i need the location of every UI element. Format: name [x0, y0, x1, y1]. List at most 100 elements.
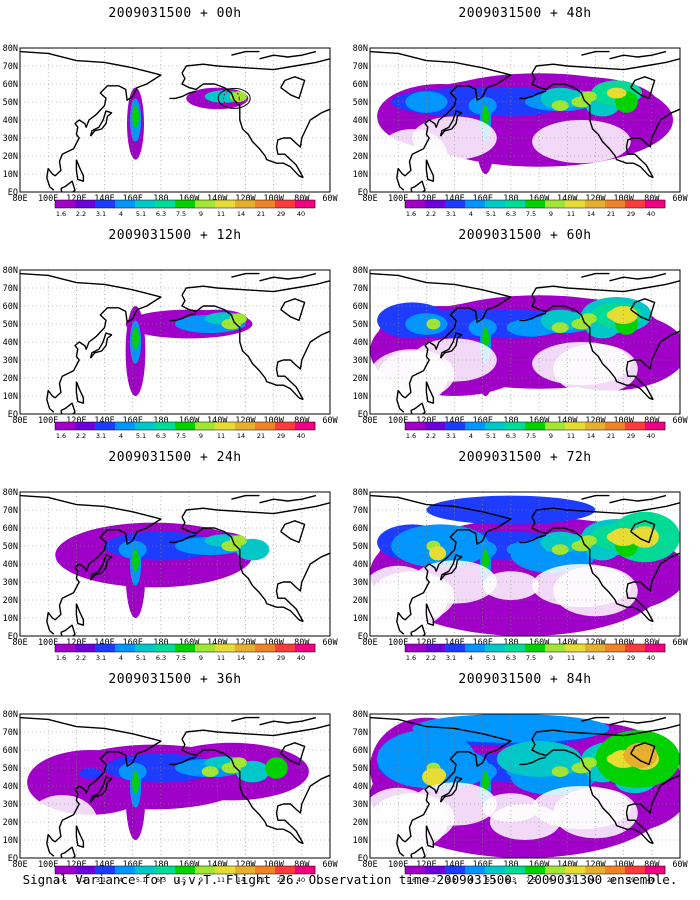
legend-swatch [605, 866, 626, 874]
lon-tick-label: 100W [263, 194, 284, 204]
lat-tick-label: 40N [3, 116, 18, 126]
lon-tick-label: 160W [179, 860, 200, 870]
lat-tick-label: 60N [353, 302, 368, 312]
legend-label: 4 [119, 654, 123, 662]
legend-label: 14 [587, 210, 595, 218]
lat-tick-label: 10N [353, 614, 368, 624]
lat-tick-label: 30N [353, 800, 368, 810]
legend-swatch [175, 644, 196, 652]
lon-tick-label: 140E [444, 194, 464, 204]
legend-label: 7.5 [176, 210, 186, 218]
lon-tick-label: 80E [362, 860, 377, 870]
legend-label: 5.1 [136, 210, 146, 218]
legend-label: 21 [257, 432, 265, 440]
legend-label: 9 [549, 654, 553, 662]
legend-swatch [625, 422, 646, 430]
lat-tick-label: 80N [3, 488, 18, 498]
legend-swatch [255, 422, 276, 430]
legend-swatch [565, 866, 586, 874]
legend-label: 1.6 [406, 654, 416, 662]
legend-label: 4 [119, 210, 123, 218]
legend-swatch [465, 644, 486, 652]
lat-tick-label: 10N [3, 836, 18, 846]
lon-tick-label: 80W [644, 638, 660, 648]
legend-swatch [55, 200, 76, 208]
variance-contour [426, 318, 441, 330]
legend-label: 2.2 [426, 876, 436, 884]
legend-label: 29 [627, 654, 635, 662]
lon-tick-label: 160E [122, 416, 142, 426]
coastline [280, 742, 306, 766]
legend-swatch [425, 200, 446, 208]
legend-swatch [565, 644, 586, 652]
legend-swatch [625, 200, 646, 208]
variance-contour [221, 762, 242, 774]
legend-swatch [275, 200, 296, 208]
lat-tick-label: 20N [353, 374, 368, 384]
legend-swatch [215, 866, 236, 874]
map-panel: 2009031500 + 00h 80N 70N 60N 50N 40N 30N 20N 10N… [0, 6, 350, 228]
lon-tick-label: 100E [388, 860, 408, 870]
coastline [370, 716, 512, 857]
lat-tick-label: 50N [3, 320, 18, 330]
lon-tick-label: 160E [122, 194, 142, 204]
legend-label: 29 [277, 210, 285, 218]
coastline [275, 774, 330, 844]
legend-label: 1.6 [406, 876, 416, 884]
legend-label: 4 [469, 210, 473, 218]
lon-tick-label: 160W [179, 416, 200, 426]
legend-swatch [585, 644, 606, 652]
coastline [181, 280, 330, 296]
lat-tick-label: 40N [353, 338, 368, 348]
map-panel: 2009031500 + 72h 80N 70N 60N 50N 40N 30N 20N 10N… [350, 450, 700, 672]
legend-swatch [525, 200, 546, 208]
coastline [259, 50, 317, 60]
lon-tick-label: 180 [503, 860, 518, 870]
lon-tick-label: 120W [585, 194, 606, 204]
legend-swatch [215, 422, 236, 430]
coastline [439, 554, 463, 581]
legend-swatch [645, 200, 666, 208]
lon-tick-label: 80E [12, 638, 27, 648]
variance-contour [132, 771, 139, 794]
legend-label: 4 [119, 432, 123, 440]
lat-tick-label: 80N [3, 710, 18, 720]
map-panel: 2009031500 + 12h 80N 70N 60N 50N 40N 30N 20N 10N… [0, 228, 350, 450]
legend-swatch [445, 422, 466, 430]
lat-tick-label: 10N [353, 392, 368, 402]
coastline [609, 272, 667, 282]
lon-tick-label: 80W [294, 638, 310, 648]
legend-label: 7.5 [526, 432, 536, 440]
lon-tick-label: 100E [388, 638, 408, 648]
lon-tick-label: 100E [38, 638, 58, 648]
legend-label: 5.1 [486, 210, 496, 218]
legend-swatch [465, 866, 486, 874]
lat-tick-label: EQ [8, 188, 18, 198]
legend-swatch [195, 866, 216, 874]
lat-tick-label: 40N [353, 560, 368, 570]
map-panel: 2009031500 + 48h 80N 70N 60N 50N 40N 30N 20N 10N… [350, 6, 700, 228]
legend-label: 7.5 [176, 876, 186, 884]
coastline [581, 50, 610, 56]
variance-contour [468, 318, 497, 337]
legend-swatch [175, 866, 196, 874]
legend-swatch [545, 422, 566, 430]
coastline [275, 108, 330, 178]
map-panel: 2009031500 + 84h 80N 70N 60N 50N 40N 30N 20N 10N… [350, 672, 700, 894]
lon-tick-label: 140W [207, 416, 228, 426]
lat-tick-label: 50N [353, 542, 368, 552]
legend-label: 9 [199, 210, 203, 218]
lat-tick-label: 80N [353, 488, 368, 498]
coastline [60, 402, 76, 414]
coastline [75, 825, 85, 848]
legend-label: 2.2 [76, 654, 86, 662]
variance-contour [412, 714, 610, 743]
panel-title: 2009031500 + 24h [108, 450, 242, 465]
legend-swatch [425, 644, 446, 652]
legend-swatch [235, 644, 256, 652]
lat-tick-label: 50N [353, 320, 368, 330]
lon-tick-label: 100E [38, 860, 58, 870]
legend-label: 3.1 [446, 210, 456, 218]
legend-label: 3.1 [96, 210, 106, 218]
